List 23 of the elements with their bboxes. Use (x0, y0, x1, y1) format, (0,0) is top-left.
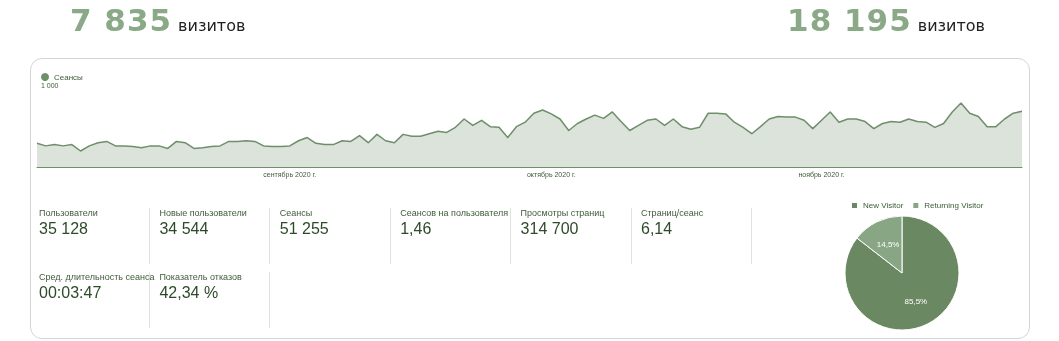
text: 1,46 (400, 220, 433, 238)
text: Просмотры страниц (520, 208, 606, 218)
text: Сред. длительность сеанса (39, 272, 155, 282)
text: 34 544 (159, 220, 210, 238)
text: 18 195 визитов (787, 2, 985, 38)
data-label: 14,5% (876, 240, 900, 250)
text: Сеансы (279, 208, 314, 218)
text: Новые пользователи (159, 208, 248, 218)
text: Пользователи (39, 208, 99, 218)
text: 7 835 визитов (70, 2, 246, 38)
legend-label: Returning Visitor (924, 201, 984, 210)
data-label: 85,5% (904, 296, 928, 306)
legend-label: Сеансы (54, 72, 84, 82)
text: 6,14 (641, 220, 674, 238)
text: Сеансов на пользователя (400, 208, 510, 218)
text: 51 255 (279, 220, 330, 238)
text: 42,34 % (159, 284, 220, 302)
text: 314 700 (520, 220, 580, 238)
text: 00:03:47 (39, 284, 103, 302)
text: Показатель отказов (159, 272, 243, 282)
text: 35 128 (39, 220, 89, 238)
legend-label: New Visitor (863, 201, 904, 210)
text: Страниц/сеанс (641, 208, 705, 218)
